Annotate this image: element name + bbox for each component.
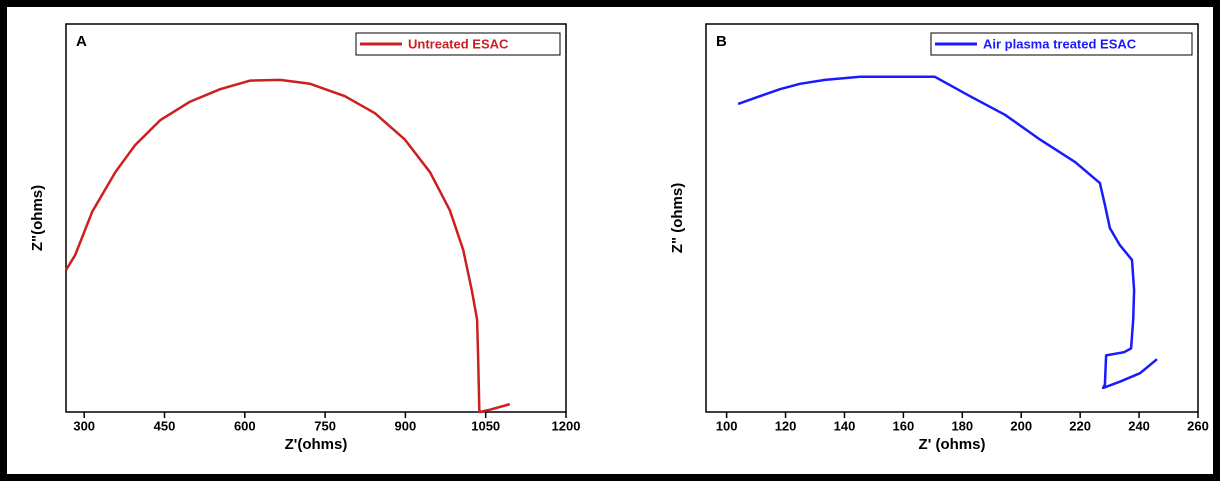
x-axis-label: Z' (ohms) xyxy=(919,436,986,453)
x-tick-label: 450 xyxy=(154,418,176,433)
x-tick-label: 240 xyxy=(1128,418,1150,433)
legend-label: Air plasma treated ESAC xyxy=(983,36,1137,51)
y-axis-label: Z" (ohms) xyxy=(669,183,686,253)
x-tick-label: 900 xyxy=(395,418,417,433)
chart: 300 450 600 750 900 1050 1200 Z'(ohms) Z"(ohms) A… xyxy=(29,23,1209,453)
x-tick-label: 300 xyxy=(73,418,95,433)
panel-label: A xyxy=(76,33,87,50)
legend-box xyxy=(930,32,1193,56)
plot-frame xyxy=(65,23,567,413)
plot-frame xyxy=(705,23,1199,413)
panel-label: B xyxy=(716,33,727,50)
x-tick-label: 160 xyxy=(893,418,915,433)
x-tick-label: 100 xyxy=(716,418,738,433)
x-axis-label: Z'(ohms) xyxy=(285,436,348,453)
x-tick-label: 600 xyxy=(234,418,256,433)
x-tick-label: 200 xyxy=(1010,418,1032,433)
x-tick-label: 120 xyxy=(775,418,797,433)
legend-box xyxy=(355,32,561,56)
data-line xyxy=(64,78,511,414)
x-tick-label: 180 xyxy=(951,418,973,433)
x-tick-label: 750 xyxy=(314,418,336,433)
x-tick-label: 220 xyxy=(1069,418,1091,433)
x-tick-label: 140 xyxy=(834,418,856,433)
legend-label: Untreated ESAC xyxy=(408,36,509,51)
y-axis-label: Z"(ohms) xyxy=(29,185,46,251)
x-tick-label: 1050 xyxy=(471,418,500,433)
data-line xyxy=(737,75,1158,390)
x-tick-label: 1200 xyxy=(552,418,581,433)
x-tick-label: 260 xyxy=(1187,418,1209,433)
